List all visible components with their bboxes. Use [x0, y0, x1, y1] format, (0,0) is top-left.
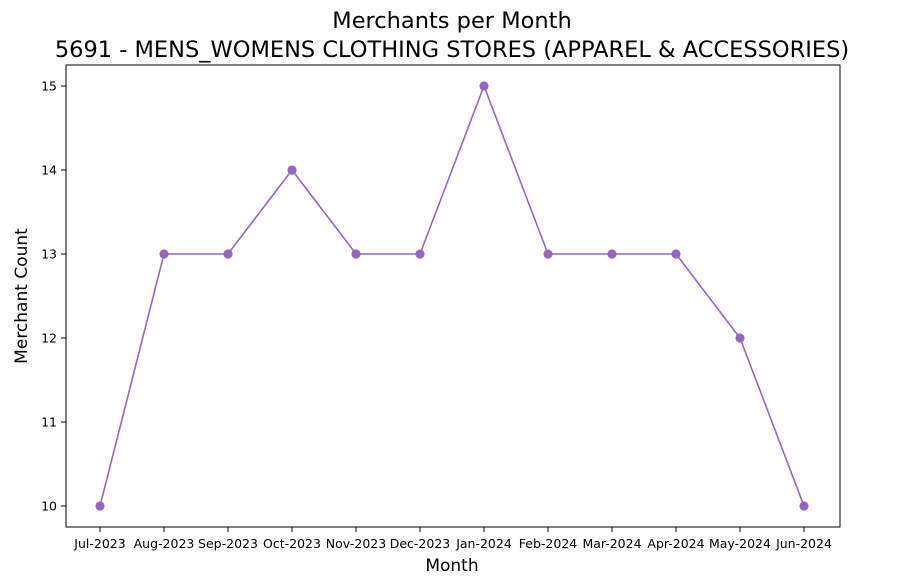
x-tick-label: May-2024: [709, 536, 771, 551]
x-axis-label: Month: [425, 556, 478, 576]
y-tick-label: 10: [41, 499, 57, 514]
y-tick-label: 15: [41, 79, 57, 94]
x-tick-label: Feb-2024: [519, 536, 578, 551]
series-layer: [95, 81, 809, 511]
x-tick-label: Apr-2024: [647, 536, 704, 551]
y-tick-label: 14: [41, 163, 57, 178]
data-point: [351, 249, 361, 259]
x-tick-label: Jul-2023: [73, 536, 125, 551]
chart-subtitle: 5691 - MENS_WOMENS CLOTHING STORES (APPA…: [55, 37, 849, 63]
y-tick-label: 11: [41, 415, 57, 430]
series-line: [99, 83, 805, 507]
plot-area-frame: [65, 64, 841, 528]
x-tick-label: Mar-2024: [582, 536, 641, 551]
x-axis: Jul-2023 Aug-2023 Sep-2023 Oct-2023 Nov-2023…: [73, 527, 832, 551]
y-tick-label: 13: [41, 247, 57, 262]
data-point: [223, 249, 233, 259]
x-tick-label: Dec-2023: [390, 536, 451, 551]
data-point: [479, 81, 489, 91]
data-point: [607, 249, 617, 259]
x-tick-label: Jun-2024: [775, 536, 832, 551]
x-tick-label: Oct-2023: [263, 536, 321, 551]
data-point: [95, 501, 105, 511]
data-point: [415, 249, 425, 259]
y-axis: 10 11 12 13 14 15: [41, 79, 66, 514]
data-point: [799, 501, 809, 511]
x-tick-label: Nov-2023: [326, 536, 386, 551]
data-point: [735, 333, 745, 343]
chart-title: Merchants per Month: [332, 8, 571, 34]
y-axis-label: Merchant Count: [12, 228, 32, 364]
x-tick-label: Aug-2023: [134, 536, 195, 551]
x-tick-label: Sep-2023: [198, 536, 258, 551]
data-point: [287, 165, 297, 175]
data-point: [671, 249, 681, 259]
data-point: [543, 249, 553, 259]
y-tick-label: 12: [41, 331, 57, 346]
data-point: [159, 249, 169, 259]
x-tick-label: Jan-2024: [455, 536, 512, 551]
